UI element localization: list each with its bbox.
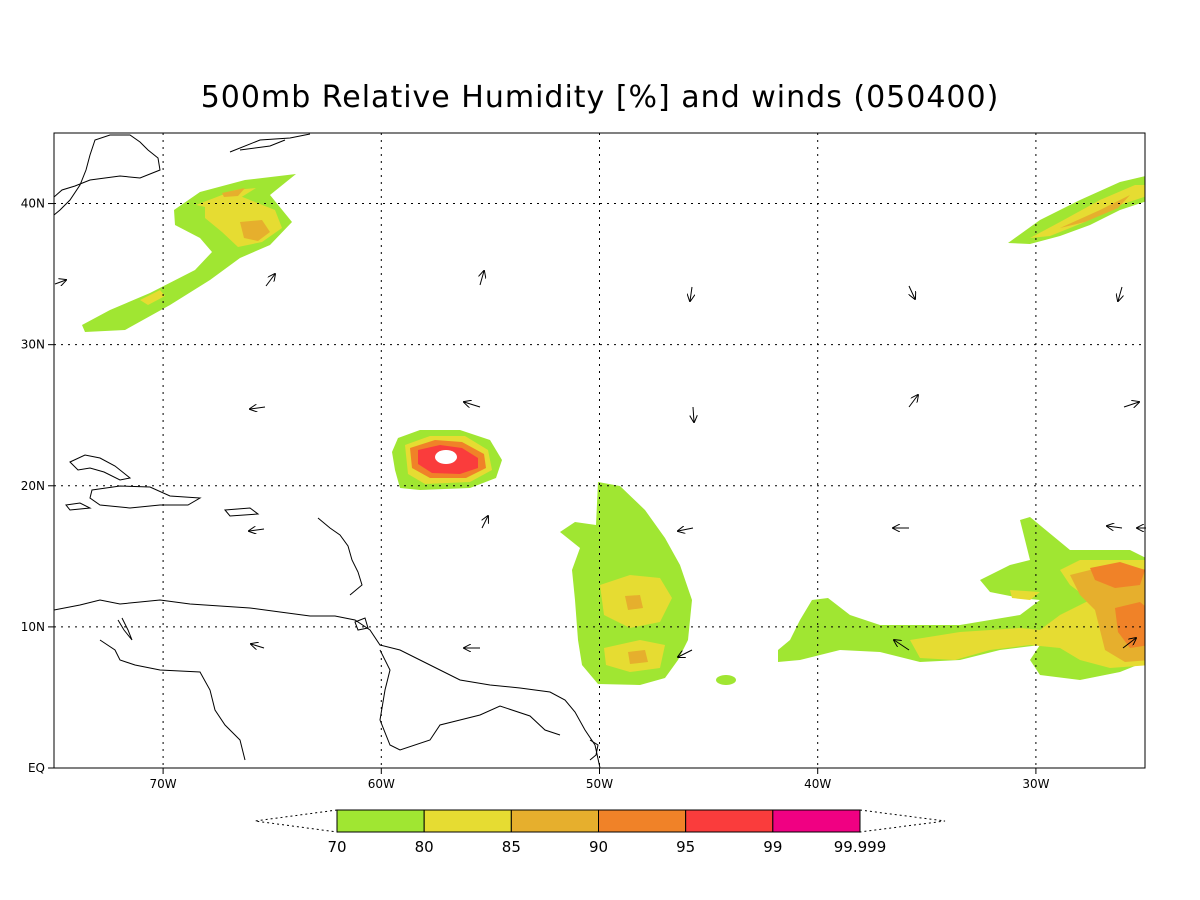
wind-vector bbox=[678, 649, 693, 657]
lon-tick-label: 50W bbox=[586, 777, 613, 791]
humidity-area-nw-band-80b bbox=[196, 188, 256, 208]
coastline-lesser-antilles bbox=[317, 517, 363, 596]
humidity-area-central-85a bbox=[625, 595, 643, 610]
lat-tick-label: 10N bbox=[21, 620, 45, 634]
map-title: 500mb Relative Humidity [%] and winds (0… bbox=[200, 80, 1000, 115]
colorbar-level-label: 99.999 bbox=[834, 838, 887, 856]
humidity-area-nw-band-80c bbox=[140, 290, 165, 305]
coastline-lake-maracaibo bbox=[117, 617, 133, 641]
coastline-jamaica bbox=[65, 502, 92, 511]
wind-vector bbox=[250, 407, 266, 409]
humidity-area-nw-band-85b bbox=[222, 188, 245, 197]
wind-vector bbox=[693, 406, 694, 422]
colorbar-level-label: 85 bbox=[502, 838, 521, 856]
wind-vector bbox=[894, 640, 910, 651]
wind-vectors bbox=[54, 271, 1146, 657]
humidity-area-ne-band bbox=[1008, 176, 1145, 244]
lat-tick-label: 20N bbox=[21, 479, 45, 493]
humidity-area-east-80b bbox=[1010, 590, 1040, 600]
lon-tick-label: 40W bbox=[804, 777, 831, 791]
coastline-cuba bbox=[69, 454, 132, 481]
lat-tick-label: 30N bbox=[21, 338, 45, 352]
colorbar-swatch bbox=[510, 809, 600, 833]
colorbar-swatch bbox=[598, 809, 687, 833]
grid-lines bbox=[54, 133, 1145, 768]
colorbar-level-label: 70 bbox=[327, 838, 346, 856]
wind-vector bbox=[690, 286, 692, 301]
wind-vector bbox=[1118, 286, 1122, 301]
colorbar-level-label: 95 bbox=[676, 838, 695, 856]
wind-vector bbox=[249, 529, 265, 531]
lon-tick-label: 60W bbox=[368, 777, 395, 791]
coastline-south-america bbox=[54, 599, 601, 768]
lat-tick-label: EQ bbox=[28, 761, 45, 775]
colorbar-level-label: 99 bbox=[763, 838, 782, 856]
coastline-venezuela-interior bbox=[99, 639, 246, 761]
coastline-north-america bbox=[54, 134, 161, 216]
humidity-area-small-blob bbox=[716, 675, 736, 685]
colorbar-right-extension bbox=[859, 809, 946, 833]
colorbar-swatch bbox=[336, 809, 425, 833]
axis-ticks: 70W 60W 50W 40W 30W EQ 10N 20N 30N 40N bbox=[21, 197, 1050, 791]
colorbar-swatches bbox=[336, 809, 861, 833]
lon-tick-label: 30W bbox=[1022, 777, 1049, 791]
wind-vector bbox=[1122, 638, 1136, 649]
coastline-puerto-rico bbox=[223, 507, 260, 517]
coastline-guiana-borders bbox=[379, 649, 561, 751]
wind-vector bbox=[1107, 526, 1123, 528]
coastlines bbox=[54, 133, 601, 768]
lon-tick-label: 70W bbox=[150, 777, 177, 791]
lat-tick-label: 40N bbox=[21, 197, 45, 211]
humidity-area-central-85b bbox=[628, 650, 648, 664]
humidity-area-ne-band-80 bbox=[1030, 185, 1145, 238]
hurricane-eye bbox=[435, 450, 457, 464]
colorbar-swatch bbox=[685, 809, 774, 833]
colorbar-left-extension bbox=[254, 809, 338, 833]
colorbar-level-label: 80 bbox=[415, 838, 434, 856]
wind-vector bbox=[251, 644, 265, 648]
colorbar-level-label: 90 bbox=[589, 838, 608, 856]
colorbar-labels: 70 80 85 90 95 99 99.999 bbox=[327, 838, 886, 856]
wind-vector bbox=[480, 271, 484, 286]
humidity-area-nw-band-85 bbox=[240, 220, 270, 241]
wind-vector bbox=[908, 395, 918, 408]
wind-vector bbox=[482, 516, 488, 529]
coastline-hispaniola bbox=[89, 485, 202, 509]
colorbar: 70 80 85 90 95 99 99.999 bbox=[254, 809, 946, 856]
coastline-maritimes bbox=[229, 133, 311, 153]
coastline-amazon-mouth bbox=[589, 739, 599, 761]
wind-vector bbox=[464, 402, 481, 407]
colorbar-swatch bbox=[423, 809, 512, 833]
humidity-area-east-90a bbox=[1090, 562, 1145, 588]
wind-vector bbox=[54, 280, 66, 284]
humidity-area-nw-band bbox=[82, 174, 296, 332]
wind-vector bbox=[909, 285, 915, 299]
wind-vector bbox=[678, 528, 694, 531]
wind-vector bbox=[1123, 402, 1139, 407]
humidity-area-east-90b bbox=[1115, 602, 1145, 648]
humidity-field bbox=[82, 174, 1145, 685]
colorbar-swatch bbox=[772, 809, 861, 833]
wind-vector bbox=[265, 274, 275, 287]
